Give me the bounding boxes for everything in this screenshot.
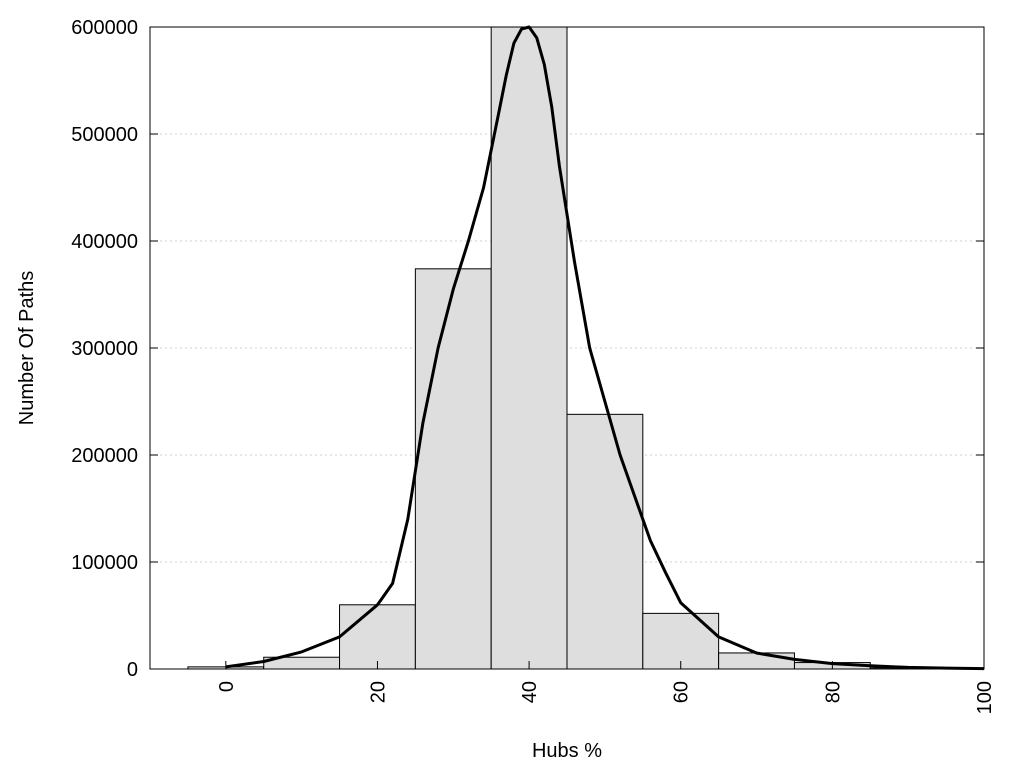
y-tick-label-1: 100000 (71, 552, 138, 574)
x-tick-label-1: 20 (367, 681, 389, 703)
x-tick-label-4: 80 (822, 681, 844, 703)
bar-6 (642, 612, 720, 670)
y-tick-label-6: 600000 (71, 17, 138, 39)
y-tick-label-3: 300000 (71, 338, 138, 360)
x-axis-title: Hubs % (532, 740, 602, 762)
y-tick-label-2: 200000 (71, 445, 138, 467)
bar-4 (490, 26, 568, 670)
bar-3 (414, 268, 492, 670)
x-tick-label-0: 0 (216, 681, 238, 692)
y-tick-label-4: 400000 (71, 231, 138, 253)
axis-ticks: 0 100000 200000 300000 400000 500000 600000 0 20… (71, 17, 996, 714)
x-tick-label-2: 40 (519, 681, 541, 703)
x-tick-label-5: 100 (974, 681, 996, 714)
y-tick-label-5: 500000 (71, 124, 138, 146)
density-curve (225, 25, 985, 671)
bar-2 (339, 604, 416, 670)
y-tick-label-0: 0 (127, 659, 138, 681)
bar-5 (566, 413, 644, 670)
x-tick-label-3: 60 (671, 681, 693, 703)
bar-7 (718, 652, 795, 670)
density-curve-line (225, 25, 985, 671)
y-axis-title: Number Of Paths (16, 271, 38, 426)
